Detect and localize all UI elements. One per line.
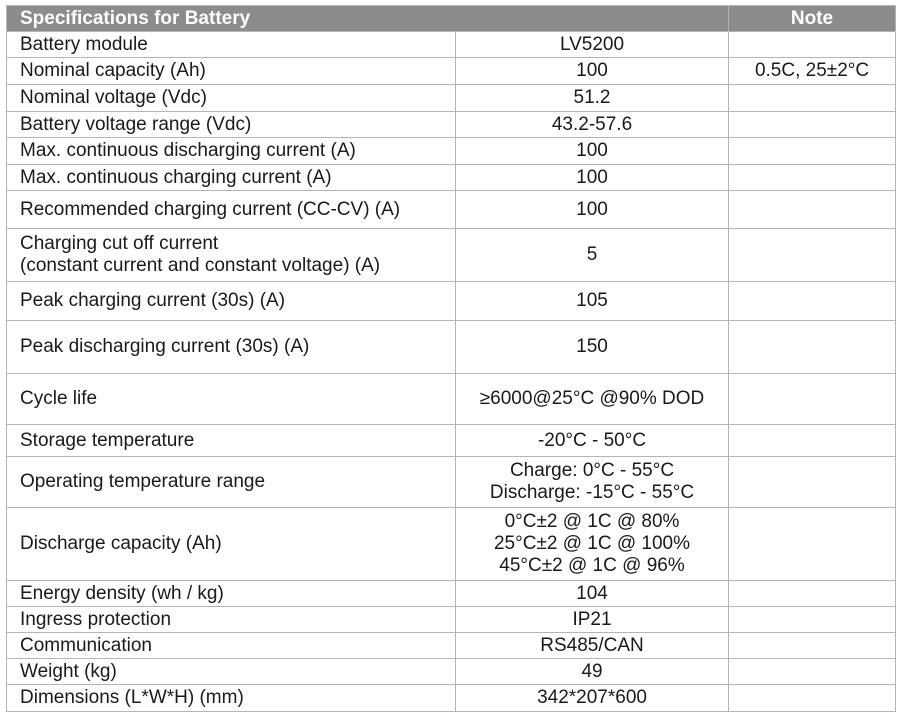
spec-label: Discharge capacity (Ah) bbox=[6, 507, 456, 581]
table-row: Cycle life ≥6000@25°C @90% DOD bbox=[6, 373, 897, 425]
spec-value: 100 bbox=[454, 164, 730, 191]
spec-note bbox=[728, 281, 897, 321]
spec-note bbox=[728, 137, 897, 165]
table-row: Nominal capacity (Ah) 100 0.5C, 25±2°C bbox=[6, 57, 897, 85]
spec-label: Max. continuous discharging current (A) bbox=[6, 137, 456, 165]
table-row: Peak discharging current (30s) (A) 150 bbox=[6, 320, 897, 374]
spec-note bbox=[728, 580, 897, 607]
spec-value: ≥6000@25°C @90% DOD bbox=[454, 373, 730, 425]
table-row: Nominal voltage (Vdc) 51.2 bbox=[6, 84, 897, 112]
spec-label: Ingress protection bbox=[6, 606, 456, 633]
spec-note bbox=[728, 190, 897, 229]
spec-value: RS485/CAN bbox=[454, 632, 730, 659]
table-row: Operating temperature range Charge: 0°C -… bbox=[6, 456, 897, 508]
spec-label: Cycle life bbox=[6, 373, 456, 425]
table-row: Ingress protection IP21 bbox=[6, 606, 897, 633]
spec-note: 0.5C, 25±2°C bbox=[728, 57, 897, 85]
spec-value: IP21 bbox=[454, 606, 730, 633]
spec-label: Peak charging current (30s) (A) bbox=[6, 281, 456, 321]
table-row: Recommended charging current (CC-CV) (A)… bbox=[6, 190, 897, 229]
spec-value: 100 bbox=[454, 57, 730, 85]
table-row: Battery voltage range (Vdc) 43.2-57.6 bbox=[6, 111, 897, 138]
table-row: Charging cut off current (constant curre… bbox=[6, 228, 897, 282]
spec-label: Nominal voltage (Vdc) bbox=[6, 84, 456, 112]
spec-note bbox=[728, 31, 897, 58]
spec-note bbox=[728, 373, 897, 425]
spec-value: 100 bbox=[454, 137, 730, 165]
spec-value: 100 bbox=[454, 190, 730, 229]
table-row: Battery module LV5200 bbox=[6, 31, 897, 58]
spec-note bbox=[728, 606, 897, 633]
spec-label: Energy density (wh / kg) bbox=[6, 580, 456, 607]
spec-label: Peak discharging current (30s) (A) bbox=[6, 320, 456, 374]
spec-value: 104 bbox=[454, 580, 730, 607]
spec-note bbox=[728, 228, 897, 282]
spec-note bbox=[728, 84, 897, 112]
spec-value: -20°C - 50°C bbox=[454, 424, 730, 457]
table-row: Discharge capacity (Ah) 0°C±2 @ 1C @ 80% … bbox=[6, 507, 897, 581]
table-header-row: Specifications for Battery Note bbox=[5, 5, 897, 32]
spec-value: 43.2-57.6 bbox=[454, 111, 730, 138]
spec-note bbox=[728, 320, 897, 374]
spec-label: Nominal capacity (Ah) bbox=[6, 57, 456, 85]
spec-value: 105 bbox=[454, 281, 730, 321]
spec-label: Recommended charging current (CC-CV) (A) bbox=[6, 190, 456, 229]
table-row: Energy density (wh / kg) 104 bbox=[6, 580, 897, 607]
spec-label: Communication bbox=[6, 632, 456, 659]
spec-value: 51.2 bbox=[454, 84, 730, 112]
spec-label: Battery module bbox=[6, 31, 456, 58]
header-note: Note bbox=[728, 5, 897, 32]
table-row: Communication RS485/CAN bbox=[6, 632, 897, 659]
spec-label: Charging cut off current (constant curre… bbox=[6, 228, 456, 282]
table-row: Storage temperature -20°C - 50°C bbox=[6, 424, 897, 457]
table-row: Max. continuous charging current (A) 100 bbox=[6, 164, 897, 191]
spec-label: Dimensions (L*W*H) (mm) bbox=[6, 684, 456, 712]
table-row: Peak charging current (30s) (A) 105 bbox=[6, 281, 897, 321]
spec-note bbox=[728, 424, 897, 457]
table-row: Dimensions (L*W*H) (mm) 342*207*600 bbox=[6, 684, 897, 712]
spec-note bbox=[728, 507, 897, 581]
spec-label: Operating temperature range bbox=[6, 456, 456, 508]
spec-note bbox=[728, 164, 897, 191]
spec-value: Charge: 0°C - 55°C Discharge: -15°C - 55… bbox=[454, 456, 730, 508]
spec-note bbox=[728, 111, 897, 138]
header-title: Specifications for Battery bbox=[5, 5, 730, 32]
spec-note bbox=[728, 632, 897, 659]
spec-value: 150 bbox=[454, 320, 730, 374]
table-row: Max. continuous discharging current (A) 1… bbox=[6, 137, 897, 165]
spec-value: 49 bbox=[454, 658, 730, 685]
spec-label: Weight (kg) bbox=[6, 658, 456, 685]
spec-label: Max. continuous charging current (A) bbox=[6, 164, 456, 191]
spec-value: LV5200 bbox=[454, 31, 730, 58]
spec-label: Storage temperature bbox=[6, 424, 456, 457]
battery-spec-table: Specifications for Battery Note Battery … bbox=[5, 5, 897, 712]
spec-value: 342*207*600 bbox=[454, 684, 730, 712]
table-row: Weight (kg) 49 bbox=[6, 658, 897, 685]
spec-label: Battery voltage range (Vdc) bbox=[6, 111, 456, 138]
spec-note bbox=[728, 684, 897, 712]
spec-value: 5 bbox=[454, 228, 730, 282]
spec-note bbox=[728, 658, 897, 685]
spec-note bbox=[728, 456, 897, 508]
spec-value: 0°C±2 @ 1C @ 80% 25°C±2 @ 1C @ 100% 45°C… bbox=[454, 507, 730, 581]
